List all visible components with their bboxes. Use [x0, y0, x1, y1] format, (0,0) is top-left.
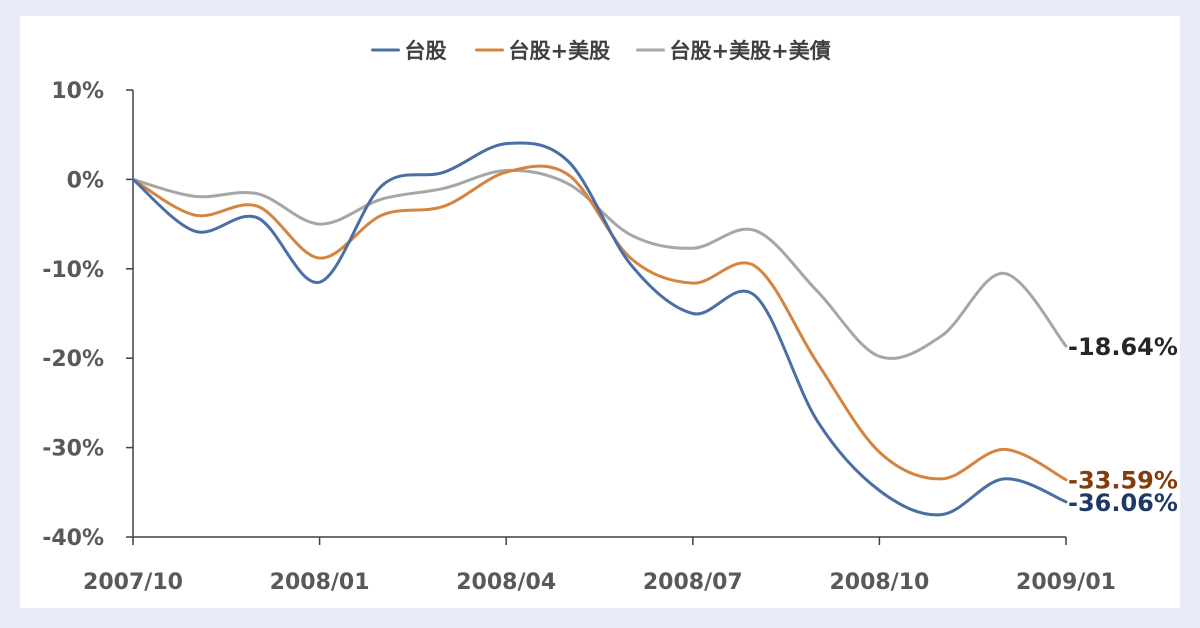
line-chart: 台股 台股+美股 台股+美股+美債 10% 0% -10% -20% -30% -40% 20…: [42, 39, 1178, 595]
y-tick-label: 0%: [67, 168, 104, 193]
y-tick-label: -10%: [42, 258, 104, 283]
y-axis: 10% 0% -10% -20% -30% -40%: [42, 79, 134, 551]
series-line-2: [131, 168, 1068, 360]
x-tick-label: 2008/07: [643, 570, 743, 595]
legend-label-1: 台股+美股: [509, 39, 611, 63]
end-label-2: -18.64%: [1068, 333, 1178, 361]
x-tick-label: 2008/10: [829, 570, 929, 595]
x-tick-label: 2007/10: [83, 570, 183, 595]
x-tick-label: 2008/04: [456, 570, 556, 595]
legend-label-0: 台股: [405, 39, 447, 63]
series-line-0: [131, 141, 1068, 517]
y-tick-label: -40%: [42, 526, 104, 551]
end-labels: -36.06%-33.59% -18.64%: [1068, 333, 1178, 517]
end-label-1: -33.59%: [1068, 467, 1178, 495]
x-tick-label: 2009/01: [1016, 570, 1116, 595]
x-axis: 2007/10 2008/01 2008/04 2008/07 2008/10 2009/…: [83, 536, 1116, 595]
legend-label-2: 台股+美股+美債: [670, 39, 831, 63]
x-tick-label: 2008/01: [270, 570, 370, 595]
legend: 台股 台股+美股 台股+美股+美債: [371, 39, 831, 63]
series-lines: [131, 141, 1068, 517]
y-tick-label: -30%: [42, 437, 104, 462]
y-tick-label: -20%: [42, 347, 104, 372]
chart-card: 台股 台股+美股 台股+美股+美債 10% 0% -10% -20% -30% -40% 20…: [20, 16, 1180, 608]
y-tick-label: 10%: [51, 79, 104, 104]
end-label-0: -36.06%: [1068, 489, 1178, 517]
